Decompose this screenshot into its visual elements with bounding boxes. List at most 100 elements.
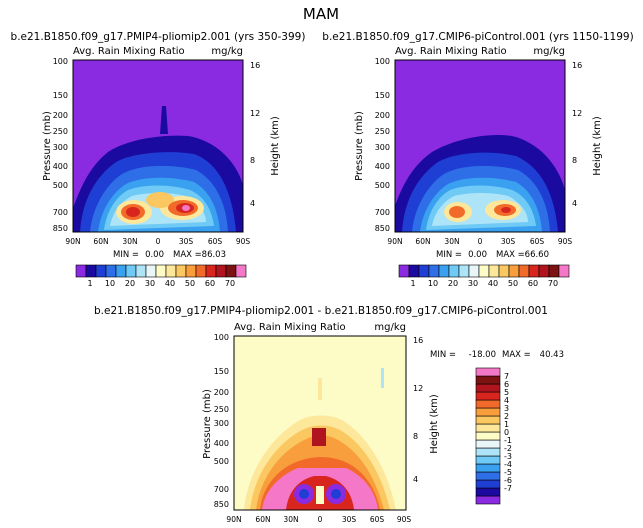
p2-colorbar-swatch-7 (468, 264, 480, 278)
p3-colorbar-swatch-1 (475, 487, 501, 497)
p1-ytick-250: 250 (53, 127, 68, 136)
panel-3-variable: Avg. Rain Mixing Ratio (234, 322, 346, 333)
p1-colorbar-swatch-3 (105, 264, 117, 278)
p2-min-value: 0.00 (468, 250, 487, 260)
p2-rtick-12: 12 (572, 109, 582, 118)
p3-colorbar: 7 6 5 4 3 2 1 0 -1 -2 -3 -4 -5 -6 -7 (475, 367, 512, 505)
p1-cb-label-1: 1 (87, 279, 92, 288)
p2-ytick-400: 400 (375, 162, 390, 171)
p3-ytick-700: 700 (214, 485, 229, 494)
p3-cb-label-0: 0 (504, 428, 509, 437)
p3-rtick-4: 4 (413, 475, 418, 484)
p2-xtick-60n: 60N (415, 237, 430, 246)
panel-1-units: mg/kg (211, 46, 243, 57)
p3-ytick-150: 150 (214, 367, 229, 376)
p2-colorbar-swatch-4 (438, 264, 450, 278)
p3-colorbar-swatch-11 (475, 407, 501, 417)
p2-min-label: MIN = (436, 250, 462, 260)
p2-cb-label-70: 70 (548, 279, 558, 288)
p2-rtick-16: 16 (572, 61, 582, 70)
p3-colorbar-swatch-4 (475, 463, 501, 473)
p3-colorbar-swatch-5 (475, 455, 501, 465)
p2-colorbar-swatch-10 (498, 264, 510, 278)
p2-rtick-4: 4 (572, 199, 577, 208)
p3-min-value: -18.00 (469, 350, 496, 360)
p2-xtick-0: 0 (478, 237, 483, 246)
p1-ytick-850: 850 (53, 224, 68, 233)
p3-xtick-60n: 60N (255, 515, 270, 524)
p1-cb-label-10: 10 (105, 279, 115, 288)
p3-ytick-850: 850 (214, 500, 229, 509)
p1-plume (160, 106, 168, 134)
p1-cb-label-30: 30 (145, 279, 155, 288)
p2-core-east-b (501, 207, 511, 213)
p1-colorbar-swatch-11 (185, 264, 197, 278)
p2-cb-label-50: 50 (508, 279, 518, 288)
p2-colorbar-swatch-2 (418, 264, 430, 278)
p2-colorbar-swatch-13 (528, 264, 540, 278)
p3-max-label: MAX = (502, 350, 531, 360)
panel-1-variable: Avg. Rain Mixing Ratio (73, 46, 185, 57)
p1-colorbar-swatch-12 (195, 264, 207, 278)
p3-cb-label-2: 2 (504, 412, 509, 421)
p2-colorbar: 1 10 20 30 40 50 60 70 (398, 264, 570, 288)
p1-colorbar-swatch-14 (215, 264, 227, 278)
p3-colorbar-swatch-9 (475, 423, 501, 433)
p1-cb-label-40: 40 (165, 279, 175, 288)
p2-max-value: 66.60 (525, 250, 549, 260)
p2-ylabel-right: Height (km) (592, 116, 603, 176)
p1-blob-center (146, 192, 174, 208)
p1-max-value: 86.03 (202, 250, 226, 260)
p3-ytick-200: 200 (214, 388, 229, 397)
p2-colorbar-swatch-11 (508, 264, 520, 278)
p3-cb-label-m2: -2 (504, 444, 512, 453)
p1-xtick-90s: 90S (236, 237, 251, 246)
p1-xtick-60n: 60N (93, 237, 108, 246)
p3-colorbar-boxes (475, 367, 501, 505)
p3-frame (233, 335, 407, 511)
p1-ytick-100: 100 (53, 57, 68, 66)
p2-colorbar-swatch-0 (398, 264, 410, 278)
p1-xtick-30n: 30N (122, 237, 137, 246)
p3-cb-label-m4: -4 (504, 460, 512, 469)
p3-rtick-12: 12 (413, 384, 423, 393)
p3-xtick-90s: 90S (397, 515, 412, 524)
p2-cb-label-10: 10 (428, 279, 438, 288)
p2-ytick-850: 850 (375, 224, 390, 233)
p3-xtick-90n: 90N (226, 515, 241, 524)
p3-cb-label-3: 3 (504, 404, 509, 413)
p2-colorbar-swatch-8 (478, 264, 490, 278)
panel-2-plot (394, 59, 566, 233)
p2-colorbar-swatch-1 (408, 264, 420, 278)
p1-colorbar-swatch-8 (155, 264, 167, 278)
p2-colorbar-boxes (398, 264, 570, 278)
panel-1-title: b.e21.B1850.f09_g17.PMIP4-pliomip2.001 (… (11, 31, 306, 43)
p2-colorbar-swatch-6 (458, 264, 470, 278)
p1-colorbar-swatch-5 (125, 264, 137, 278)
p1-min-value: 0.00 (145, 250, 164, 260)
p3-neg-west-core (299, 489, 309, 499)
p1-colorbar-swatch-9 (165, 264, 177, 278)
p3-colorbar-swatch-0 (475, 495, 501, 505)
panel-3-plot (233, 335, 407, 511)
p1-rtick-16: 16 (250, 61, 260, 70)
panel-difference: b.e21.B1850.f09_g17.PMIP4-pliomip2.001 -… (94, 305, 564, 524)
p1-rtick-4: 4 (250, 199, 255, 208)
p3-neg-east-core (331, 489, 341, 499)
panel-3-y-right-ticks: 16 12 8 4 (413, 336, 423, 484)
p1-colorbar-swatch-13 (205, 264, 217, 278)
panel-3-title: b.e21.B1850.f09_g17.PMIP4-pliomip2.001 -… (94, 305, 548, 317)
p3-ylabel-right: Height (km) (429, 394, 440, 454)
p1-ytick-150: 150 (53, 91, 68, 100)
p2-colorbar-swatch-14 (538, 264, 550, 278)
p3-center-gap (316, 486, 324, 504)
panel-3-y-ticks: 100 150 200 250 300 400 500 700 850 (214, 333, 229, 509)
panel-2-y-ticks: 100 150 200 250 300 400 500 700 850 (375, 57, 390, 233)
p2-cb-label-40: 40 (488, 279, 498, 288)
p3-rtick-16: 16 (413, 336, 423, 345)
p3-cb-label-m5: -5 (504, 468, 512, 477)
p1-xtick-60s: 60S (208, 237, 223, 246)
p1-xtick-0: 0 (156, 237, 161, 246)
p1-max-label: MAX = (173, 250, 202, 260)
p2-colorbar-swatch-9 (488, 264, 500, 278)
